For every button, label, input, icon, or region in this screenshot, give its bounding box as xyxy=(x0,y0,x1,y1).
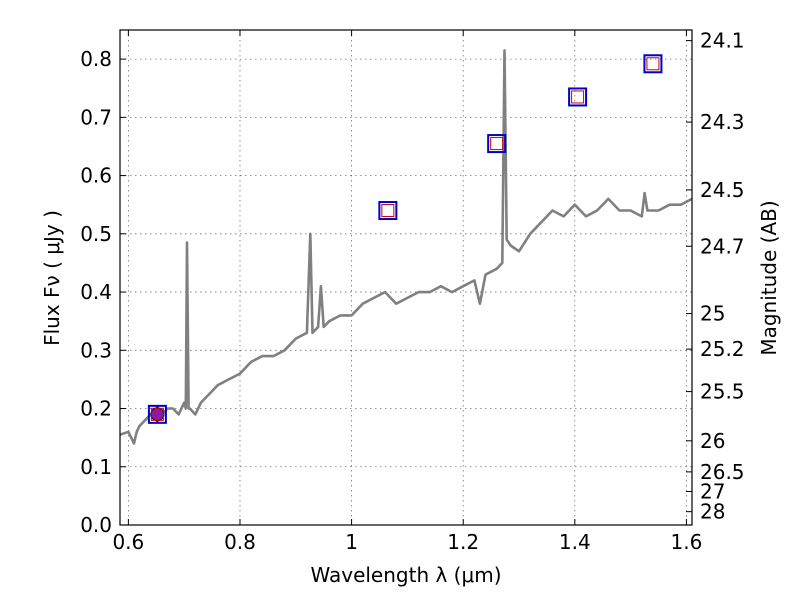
x-tick-label: 1 xyxy=(345,530,358,554)
photometry-square-inner xyxy=(150,407,164,421)
magnitude-tick-label: 27 xyxy=(700,479,725,503)
photometry-square-outer xyxy=(643,54,663,74)
ticks: 0.6 0.8 1 1.2 1.4 1.6 0.0 0.1 0.2 0.3 0.4 0.5 0.6 0.7… xyxy=(80,30,702,554)
spectrum-layer xyxy=(119,49,693,445)
photometry-square-inner xyxy=(571,90,585,104)
x-tick-label: 1.2 xyxy=(447,530,479,554)
x-tick-label: 1.4 xyxy=(559,530,591,554)
magnitude-tick-label: 24.1 xyxy=(700,29,745,53)
plot-area xyxy=(120,30,692,525)
y-tick-label: 0.6 xyxy=(80,164,112,188)
right-axis-title: Magnitude (AB) xyxy=(757,200,781,355)
grid xyxy=(120,30,692,526)
y-tick-label: 0.8 xyxy=(80,47,112,71)
x-tick-label: 1.6 xyxy=(671,530,703,554)
magnitude-tick-label: 26 xyxy=(700,429,725,453)
magnitude-tick-label: 25.5 xyxy=(700,380,745,404)
x-axis-title: Wavelength λ (μm) xyxy=(310,563,501,587)
x-tick-label: 0.6 xyxy=(112,530,144,554)
photometry-square-outer xyxy=(147,404,167,424)
markers-layer xyxy=(147,54,663,424)
photometry-square-outer xyxy=(487,134,507,154)
y-tick-label: 0.2 xyxy=(80,397,112,421)
observed-point xyxy=(150,407,165,422)
photometry-square-outer xyxy=(568,87,588,107)
y-tick-label: 0.4 xyxy=(80,280,112,304)
magnitude-tick-label: 28 xyxy=(700,500,725,524)
photometry-square-outer xyxy=(378,201,398,221)
magnitude-tick-label: 25.2 xyxy=(700,337,745,361)
x-tick-label: 0.8 xyxy=(224,530,256,554)
y-axis-title: Flux Fν ( μJy ) xyxy=(40,210,64,346)
magnitude-tick-label: 24.5 xyxy=(700,178,745,202)
photometry-square-inner xyxy=(381,204,395,218)
magnitude-tick-label: 24.7 xyxy=(700,234,745,258)
photometry-square-inner xyxy=(646,57,660,71)
spectrum-line xyxy=(119,49,693,445)
magnitude-tick-label: 25 xyxy=(700,302,725,326)
magnitude-tick-label: 26.5 xyxy=(700,460,745,484)
y-tick-label: 0.1 xyxy=(80,455,112,479)
plot-frame xyxy=(119,29,693,526)
y-tick-label: 0.5 xyxy=(80,222,112,246)
magnitude-tick-label: 24.3 xyxy=(700,110,745,134)
y-tick-label: 0.7 xyxy=(80,105,112,129)
y-tick-label: 0.0 xyxy=(80,513,112,537)
photometry-square-inner xyxy=(490,137,504,151)
y-tick-label: 0.3 xyxy=(80,338,112,362)
